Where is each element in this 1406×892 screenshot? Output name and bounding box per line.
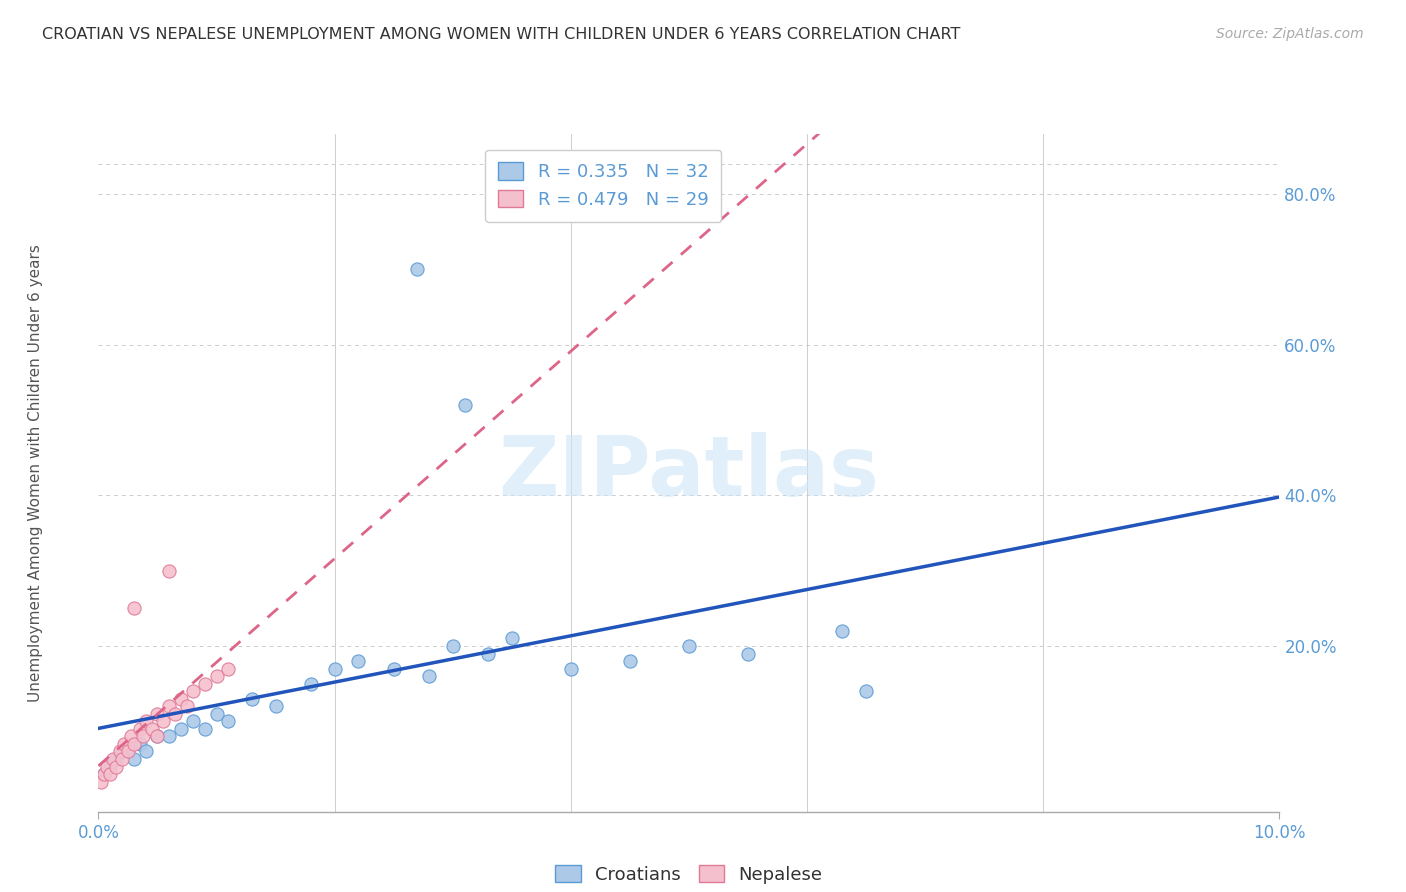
Point: [194, 676, 217, 690]
Text: Unemployment Among Women with Children Under 6 years: Unemployment Among Women with Children U…: [28, 244, 42, 702]
Text: ZIPatlas: ZIPatlas: [499, 433, 879, 513]
Point: [831, 624, 853, 638]
Point: [146, 706, 169, 721]
Point: [105, 752, 128, 766]
Point: [152, 714, 174, 729]
Point: [128, 722, 150, 736]
Point: [157, 699, 180, 714]
Point: [205, 706, 228, 721]
Point: [477, 647, 499, 661]
Point: [146, 730, 169, 744]
Point: [855, 684, 877, 698]
Point: [135, 744, 157, 758]
Point: [217, 714, 239, 729]
Point: [146, 730, 169, 744]
Point: [205, 669, 228, 683]
Point: [453, 398, 475, 412]
Point: [112, 737, 135, 751]
Point: [165, 706, 187, 721]
Point: [323, 662, 346, 676]
Point: [240, 691, 263, 706]
Point: [157, 564, 180, 578]
Point: [347, 654, 370, 668]
Point: [90, 774, 112, 789]
Point: [108, 744, 131, 758]
Point: [111, 744, 134, 758]
Point: [135, 714, 157, 729]
Text: CROATIAN VS NEPALESE UNEMPLOYMENT AMONG WOMEN WITH CHILDREN UNDER 6 YEARS CORREL: CROATIAN VS NEPALESE UNEMPLOYMENT AMONG …: [42, 27, 960, 42]
Point: [382, 662, 405, 676]
Point: [117, 744, 139, 758]
Point: [93, 767, 115, 781]
Point: [418, 669, 440, 683]
Point: [128, 737, 150, 751]
Point: [141, 722, 163, 736]
Point: [194, 722, 217, 736]
Point: [132, 730, 155, 744]
Point: [98, 759, 121, 773]
Point: [501, 632, 523, 646]
Point: [441, 639, 464, 653]
Point: [111, 752, 134, 766]
Point: [122, 601, 145, 615]
Point: [737, 647, 759, 661]
Point: [170, 691, 193, 706]
Point: [105, 759, 128, 773]
Point: [98, 767, 121, 781]
Point: [181, 714, 204, 729]
Point: [122, 737, 145, 751]
Point: [264, 699, 287, 714]
Point: [101, 752, 124, 766]
Point: [299, 676, 322, 690]
Point: [619, 654, 641, 668]
Point: [217, 662, 239, 676]
Point: [560, 662, 582, 676]
Point: [181, 684, 204, 698]
Legend: Croatians, Nepalese: Croatians, Nepalese: [548, 857, 830, 891]
Point: [678, 639, 700, 653]
Text: Source: ZipAtlas.com: Source: ZipAtlas.com: [1216, 27, 1364, 41]
Point: [176, 699, 198, 714]
Point: [96, 759, 118, 773]
Point: [121, 730, 143, 744]
Point: [93, 767, 115, 781]
Point: [157, 730, 180, 744]
Point: [122, 752, 145, 766]
Point: [170, 722, 193, 736]
Point: [406, 262, 429, 277]
